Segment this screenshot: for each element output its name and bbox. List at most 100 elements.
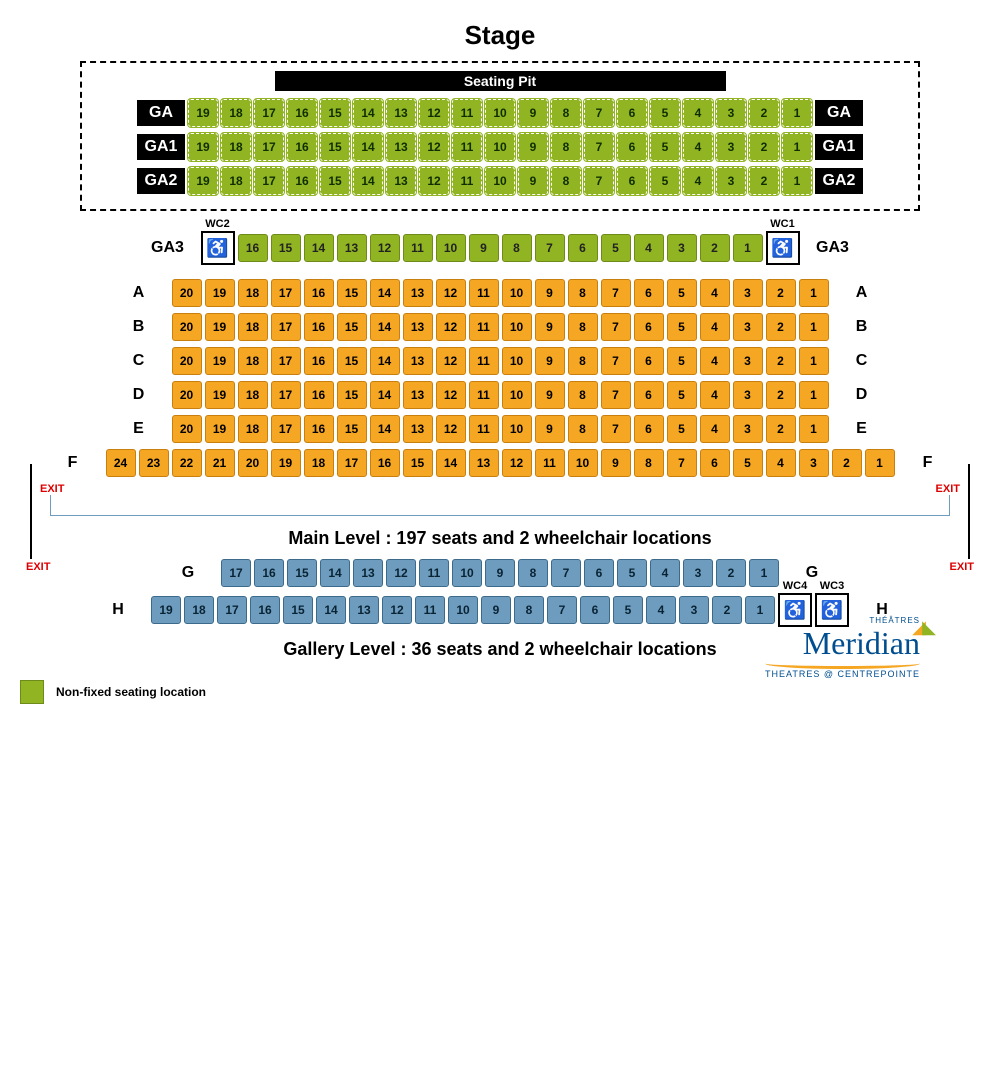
seat[interactable]: 20 bbox=[238, 449, 268, 477]
seat[interactable]: 5 bbox=[613, 596, 643, 624]
seat[interactable]: 8 bbox=[551, 167, 581, 195]
seat[interactable]: 3 bbox=[733, 313, 763, 341]
seat[interactable]: 18 bbox=[238, 381, 268, 409]
seat[interactable]: 6 bbox=[617, 99, 647, 127]
seat[interactable]: 4 bbox=[700, 347, 730, 375]
seat[interactable]: 12 bbox=[419, 133, 449, 161]
seat[interactable]: 22 bbox=[172, 449, 202, 477]
seat[interactable]: 2 bbox=[749, 167, 779, 195]
seat[interactable]: 1 bbox=[782, 167, 812, 195]
seat[interactable]: 11 bbox=[469, 279, 499, 307]
seat[interactable]: 3 bbox=[683, 559, 713, 587]
seat[interactable]: 10 bbox=[502, 313, 532, 341]
seat[interactable]: 11 bbox=[452, 99, 482, 127]
seat[interactable]: 17 bbox=[221, 559, 251, 587]
seat[interactable]: 8 bbox=[551, 133, 581, 161]
seat[interactable]: 2 bbox=[766, 381, 796, 409]
seat[interactable]: 2 bbox=[832, 449, 862, 477]
seat[interactable]: 9 bbox=[518, 167, 548, 195]
seat[interactable]: 16 bbox=[304, 415, 334, 443]
seat[interactable]: 9 bbox=[469, 234, 499, 262]
seat[interactable]: 6 bbox=[700, 449, 730, 477]
seat[interactable]: 11 bbox=[469, 313, 499, 341]
seat[interactable]: 10 bbox=[568, 449, 598, 477]
seat[interactable]: 6 bbox=[634, 381, 664, 409]
seat[interactable]: 19 bbox=[205, 313, 235, 341]
seat[interactable]: 15 bbox=[337, 279, 367, 307]
seat[interactable]: 9 bbox=[485, 559, 515, 587]
seat[interactable]: 1 bbox=[782, 133, 812, 161]
seat[interactable]: 4 bbox=[700, 381, 730, 409]
seat[interactable]: 10 bbox=[485, 133, 515, 161]
seat[interactable]: 12 bbox=[436, 279, 466, 307]
seat[interactable]: 9 bbox=[518, 99, 548, 127]
seat[interactable]: 4 bbox=[700, 279, 730, 307]
seat[interactable]: 14 bbox=[320, 559, 350, 587]
seat[interactable]: 5 bbox=[667, 279, 697, 307]
seat[interactable]: 9 bbox=[535, 313, 565, 341]
seat[interactable]: 8 bbox=[568, 279, 598, 307]
seat[interactable]: 19 bbox=[205, 381, 235, 409]
seat[interactable]: 20 bbox=[172, 313, 202, 341]
seat[interactable]: 1 bbox=[733, 234, 763, 262]
seat[interactable]: 7 bbox=[667, 449, 697, 477]
seat[interactable]: 10 bbox=[502, 279, 532, 307]
seat[interactable]: 18 bbox=[238, 415, 268, 443]
seat[interactable]: 24 bbox=[106, 449, 136, 477]
seat[interactable]: 5 bbox=[617, 559, 647, 587]
seat[interactable]: 9 bbox=[481, 596, 511, 624]
seat[interactable]: 2 bbox=[716, 559, 746, 587]
seat[interactable]: 5 bbox=[650, 99, 680, 127]
seat[interactable]: 1 bbox=[749, 559, 779, 587]
seat[interactable]: 15 bbox=[403, 449, 433, 477]
seat[interactable]: 16 bbox=[370, 449, 400, 477]
seat[interactable]: 19 bbox=[205, 347, 235, 375]
seat[interactable]: 3 bbox=[679, 596, 709, 624]
seat[interactable]: 14 bbox=[316, 596, 346, 624]
seat[interactable]: 1 bbox=[782, 99, 812, 127]
seat[interactable]: 19 bbox=[188, 99, 218, 127]
seat[interactable]: 13 bbox=[403, 347, 433, 375]
seat[interactable]: 6 bbox=[580, 596, 610, 624]
seat[interactable]: 3 bbox=[716, 99, 746, 127]
seat[interactable]: 8 bbox=[502, 234, 532, 262]
seat[interactable]: 8 bbox=[634, 449, 664, 477]
seat[interactable]: 4 bbox=[646, 596, 676, 624]
seat[interactable]: 3 bbox=[799, 449, 829, 477]
seat[interactable]: 3 bbox=[733, 347, 763, 375]
seat[interactable]: 7 bbox=[547, 596, 577, 624]
seat[interactable]: 1 bbox=[799, 313, 829, 341]
seat[interactable]: 19 bbox=[151, 596, 181, 624]
seat[interactable]: 15 bbox=[320, 99, 350, 127]
seat[interactable]: 21 bbox=[205, 449, 235, 477]
seat[interactable]: 13 bbox=[386, 133, 416, 161]
seat[interactable]: 2 bbox=[766, 279, 796, 307]
seat[interactable]: 6 bbox=[634, 347, 664, 375]
seat[interactable]: 1 bbox=[799, 347, 829, 375]
seat[interactable]: 19 bbox=[205, 279, 235, 307]
seat[interactable]: 12 bbox=[502, 449, 532, 477]
seat[interactable]: 14 bbox=[370, 347, 400, 375]
seat[interactable]: 4 bbox=[683, 133, 713, 161]
seat[interactable]: 16 bbox=[304, 347, 334, 375]
seat[interactable]: 3 bbox=[733, 415, 763, 443]
seat[interactable]: 11 bbox=[415, 596, 445, 624]
seat[interactable]: 14 bbox=[304, 234, 334, 262]
seat[interactable]: 11 bbox=[469, 347, 499, 375]
seat[interactable]: 18 bbox=[304, 449, 334, 477]
seat[interactable]: 2 bbox=[749, 133, 779, 161]
seat[interactable]: 7 bbox=[535, 234, 565, 262]
seat[interactable]: 6 bbox=[617, 167, 647, 195]
seat[interactable]: 2 bbox=[712, 596, 742, 624]
seat[interactable]: 12 bbox=[436, 381, 466, 409]
seat[interactable]: 14 bbox=[353, 133, 383, 161]
seat[interactable]: 3 bbox=[667, 234, 697, 262]
seat[interactable]: 8 bbox=[568, 381, 598, 409]
seat[interactable]: 1 bbox=[799, 279, 829, 307]
seat[interactable]: 17 bbox=[254, 99, 284, 127]
seat[interactable]: 13 bbox=[349, 596, 379, 624]
seat[interactable]: 13 bbox=[386, 167, 416, 195]
seat[interactable]: 4 bbox=[683, 99, 713, 127]
seat[interactable]: 18 bbox=[238, 347, 268, 375]
seat[interactable]: 4 bbox=[766, 449, 796, 477]
